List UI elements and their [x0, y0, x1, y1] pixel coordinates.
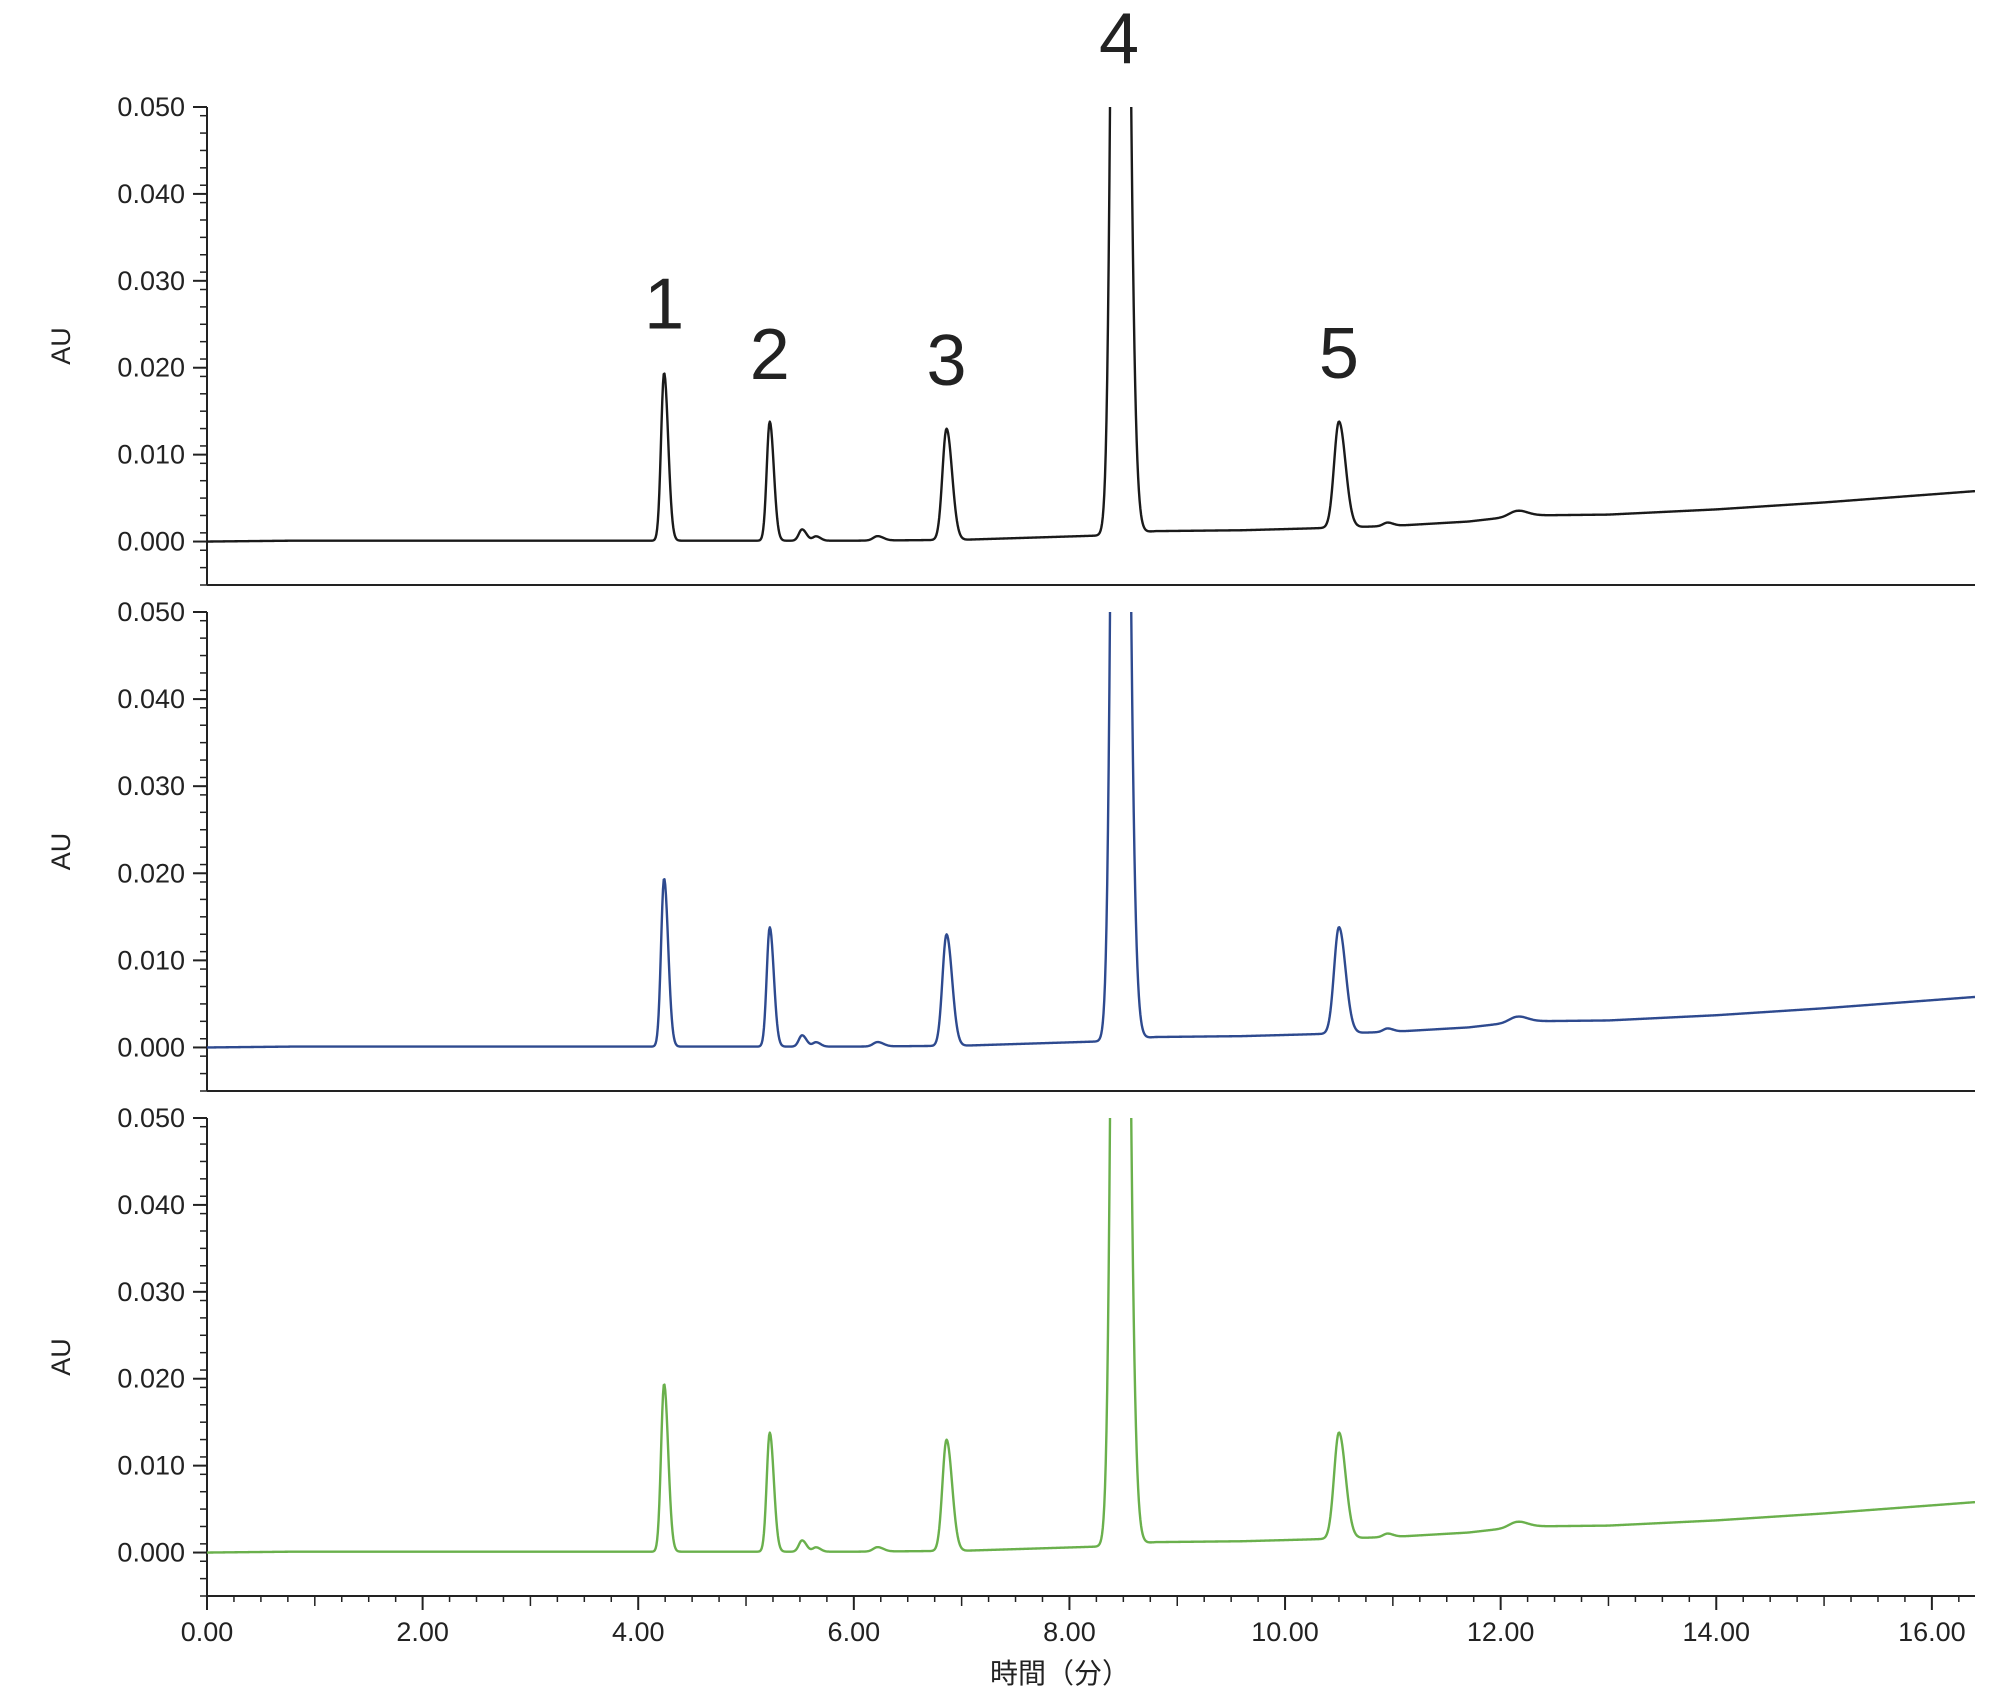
y-tick-label: 0.010 — [117, 1451, 185, 1481]
peak-label-4: 4 — [1099, 0, 1139, 80]
peak-label-5: 5 — [1319, 314, 1359, 394]
y-tick-label: 0.020 — [117, 1364, 185, 1394]
x-tick-label: 4.00 — [612, 1617, 665, 1647]
y-tick-label: 0.010 — [117, 945, 185, 975]
y-tick-label: 0.030 — [117, 1277, 185, 1307]
y-tick-label: 0.000 — [117, 1032, 185, 1062]
x-axis-title: 時間（分） — [990, 1657, 1130, 1690]
chart-panel-1: 0.000 0.010 0.020 0.030 0.040 0.050 AU 12 3 4 5 — [46, 0, 1975, 586]
y-tick-label: 0.030 — [117, 266, 185, 296]
peak-label-1: 1 — [644, 265, 684, 345]
y-axis-title: AU — [46, 833, 76, 871]
y-tick-label: 0.050 — [117, 597, 185, 627]
x-tick-label: 12.00 — [1467, 1617, 1535, 1647]
y-tick-label: 0.050 — [117, 1103, 185, 1133]
chart-panel-3: 0.000 0.010 0.020 0.030 0.040 0.050 AU — [46, 1103, 1975, 1597]
x-tick-label: 10.00 — [1251, 1617, 1319, 1647]
chromatogram-trace — [207, 107, 1975, 543]
x-axis: 0.00 2.00 4.00 6.00 8.00 10.00 12.00 14.00 16.00 — [181, 1596, 1966, 1647]
y-tick-label: 0.030 — [117, 771, 185, 801]
y-axis-title: AU — [46, 1338, 76, 1376]
y-tick-label: 0.050 — [117, 92, 185, 122]
x-tick-label: 16.00 — [1898, 1617, 1966, 1647]
y-tick-label: 0.020 — [117, 858, 185, 888]
x-tick-label: 14.00 — [1682, 1617, 1750, 1647]
y-tick-label: 0.000 — [117, 1538, 185, 1568]
chromatogram-trace — [207, 612, 1975, 1049]
y-tick-label: 0.040 — [117, 1190, 185, 1220]
peak-label-3: 3 — [927, 321, 967, 401]
x-tick-label: 0.00 — [181, 1617, 234, 1647]
y-tick-label: 0.040 — [117, 179, 185, 209]
x-tick-label: 2.00 — [396, 1617, 449, 1647]
y-axis-title: AU — [46, 327, 76, 365]
y-tick-label: 0.010 — [117, 440, 185, 470]
x-tick-label: 6.00 — [828, 1617, 881, 1647]
x-tick-label: 8.00 — [1043, 1617, 1096, 1647]
chromatogram-trace — [207, 1118, 1975, 1554]
y-tick-label: 0.020 — [117, 353, 185, 383]
peak-label-2: 2 — [750, 315, 790, 395]
y-tick-label: 0.040 — [117, 684, 185, 714]
y-tick-label: 0.000 — [117, 527, 185, 557]
chart-panel-2: 0.000 0.010 0.020 0.030 0.040 0.050 AU — [46, 597, 1975, 1092]
